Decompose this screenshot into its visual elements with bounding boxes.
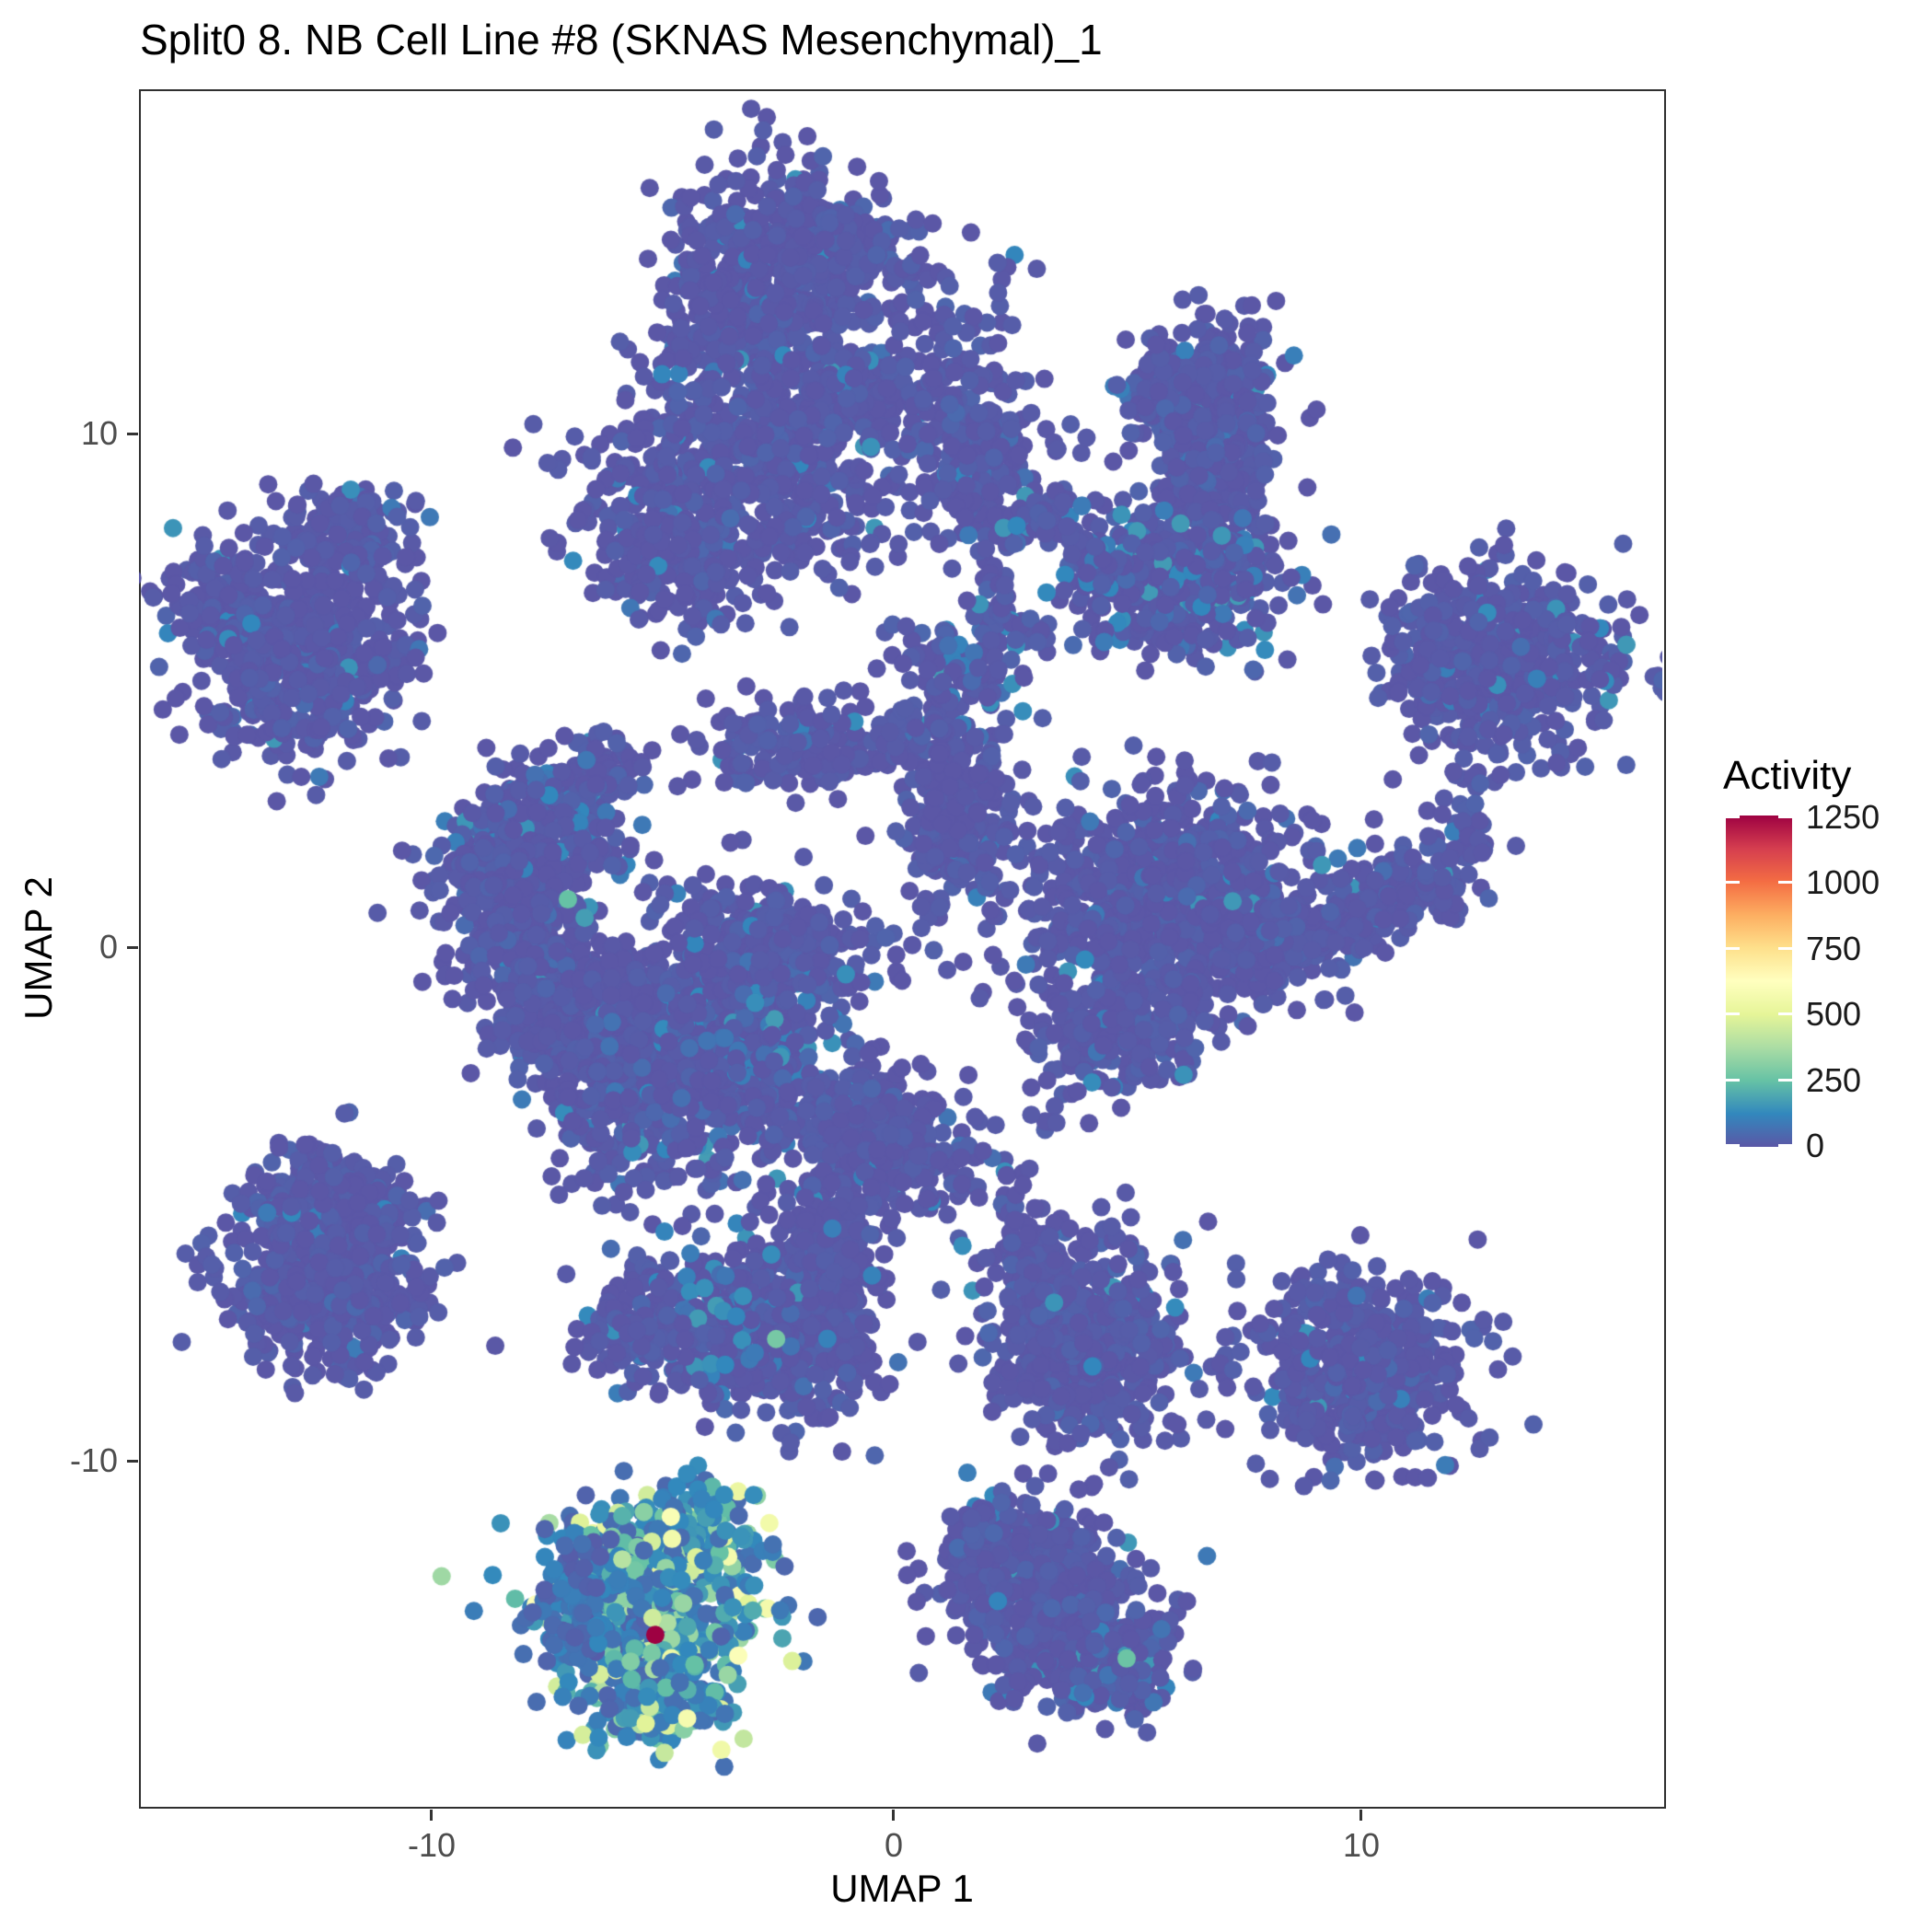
legend-tick-label: 750: [1806, 930, 1862, 967]
plot-title: Split0 8. NB Cell Line #8 (SKNAS Mesench…: [140, 16, 1103, 64]
y-tick-mark: [127, 1460, 138, 1463]
legend-tick-mark: [1726, 1078, 1740, 1082]
legend-tick-mark: [1778, 1012, 1792, 1016]
legend-tick-mark: [1726, 816, 1740, 818]
legend-tick-mark: [1778, 1078, 1792, 1082]
y-tick-label: -10: [69, 1441, 118, 1479]
legend-tick-label: 500: [1806, 995, 1862, 1033]
x-axis-label: UMAP 1: [830, 1867, 974, 1910]
legend-tick-mark: [1778, 881, 1792, 885]
legend-colorbar: [1726, 816, 1792, 1147]
x-tick-label: 10: [1342, 1826, 1381, 1864]
legend-tick-mark: [1726, 881, 1740, 885]
legend-tick-mark: [1778, 946, 1792, 950]
y-tick-mark: [127, 433, 138, 435]
y-tick-mark: [127, 946, 138, 949]
y-axis-label: UMAP 2: [17, 876, 60, 1020]
legend-tick-mark: [1778, 816, 1792, 818]
x-tick-mark: [430, 1810, 433, 1821]
legend-tick-mark: [1778, 1144, 1792, 1147]
legend-tick-label: 1000: [1806, 863, 1880, 901]
x-tick-label: 0: [884, 1826, 904, 1864]
x-tick-label: -10: [407, 1826, 457, 1864]
legend-tick-label: 1250: [1806, 798, 1880, 836]
x-tick-mark: [892, 1810, 895, 1821]
legend-tick-mark: [1726, 946, 1740, 950]
legend-tick-mark: [1726, 1144, 1740, 1147]
legend-tick-label: 250: [1806, 1061, 1862, 1099]
legend-tick-mark: [1726, 1012, 1740, 1016]
y-tick-label: 0: [98, 928, 118, 966]
scatter-canvas: [139, 89, 1662, 1805]
y-tick-label: 10: [80, 414, 118, 452]
legend-tick-label: 0: [1806, 1127, 1825, 1164]
x-tick-mark: [1359, 1810, 1362, 1821]
legend-title: Activity: [1723, 753, 1852, 798]
